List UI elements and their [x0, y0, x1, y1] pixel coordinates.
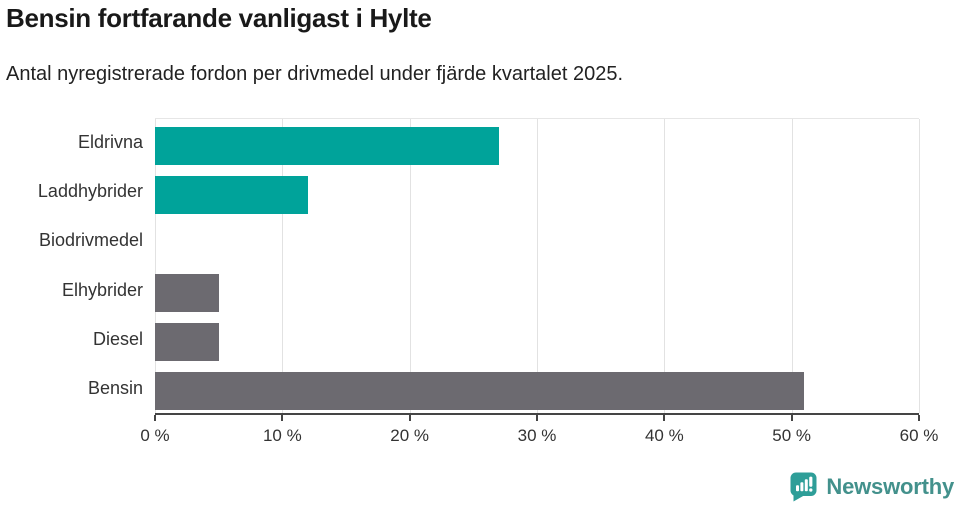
- category-label: Eldrivna: [77, 132, 143, 153]
- x-tick-label: 30 %: [517, 426, 557, 445]
- category-label: Diesel: [92, 328, 143, 349]
- x-tick: [408, 415, 411, 421]
- gridline: [791, 119, 793, 413]
- bar-bensin: [155, 372, 805, 411]
- bar-eldrivna: [155, 126, 499, 165]
- plot-area: [155, 118, 920, 413]
- gridline: [409, 119, 411, 413]
- chart-title: Bensin fortfarande vanligast i Hylte: [6, 3, 432, 33]
- footer-branding: Newsworthy: [789, 471, 954, 503]
- category-label: Elhybrider: [61, 279, 143, 300]
- gridline: [155, 119, 156, 413]
- category-label: Laddhybrider: [37, 181, 143, 202]
- x-tick-label: 20 %: [390, 426, 430, 445]
- brand-name: Newsworthy: [826, 474, 954, 499]
- gridline: [664, 119, 666, 413]
- x-tick-label: 50 %: [772, 426, 812, 445]
- category-label: Biodrivmedel: [38, 230, 143, 251]
- x-axis: 0 % 10 % 20 % 30 % 40 % 50 % 60 %: [140, 413, 938, 458]
- x-tick: [154, 415, 156, 421]
- x-tick: [536, 415, 538, 421]
- gridline: [919, 119, 920, 413]
- chart-subtitle: Antal nyregistrerade fordon per drivmede…: [6, 63, 624, 85]
- newsworthy-logo-icon: [790, 472, 817, 502]
- bar-elhybrider: [155, 274, 219, 313]
- bar-laddhybrider: [155, 175, 308, 214]
- y-axis-labels: Eldrivna Laddhybrider Biodrivmedel Elhybrid…: [0, 118, 143, 413]
- x-tick-label: 60 %: [899, 426, 939, 445]
- bar-diesel: [155, 323, 219, 362]
- x-tick: [918, 415, 920, 421]
- category-label: Bensin: [87, 377, 143, 398]
- gridline: [282, 119, 284, 413]
- x-axis-line: [155, 413, 919, 415]
- x-tick-label: 0 %: [140, 426, 170, 445]
- x-tick-label: 10 %: [262, 426, 302, 445]
- gridline: [537, 119, 538, 413]
- x-tick: [281, 415, 284, 421]
- x-tick: [790, 415, 793, 421]
- x-tick: [663, 415, 666, 421]
- x-tick-label: 40 %: [644, 426, 684, 445]
